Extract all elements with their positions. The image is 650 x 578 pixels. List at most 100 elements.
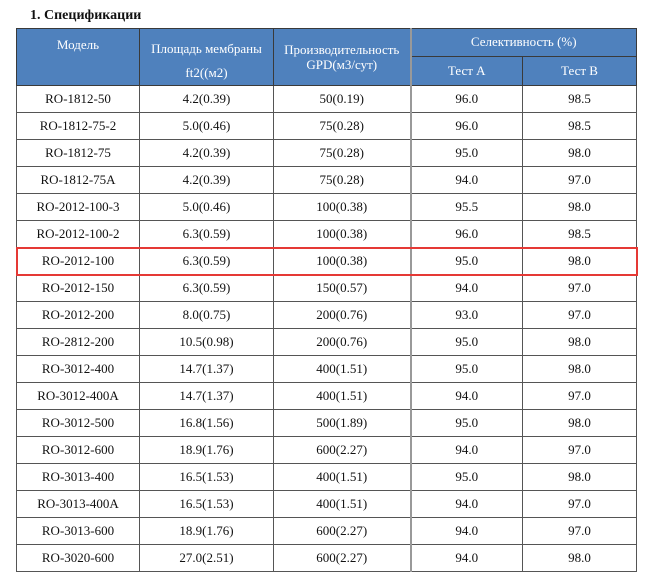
cell-test-a: 94.0 xyxy=(409,274,523,302)
header-flow-unit: GPD(м3/сут) xyxy=(306,57,378,72)
table-row: RO-1812-75A 4.2(0.39) 75(0.28) 94.0 97.0 xyxy=(16,166,637,194)
cell-area: 10.5(0.98) xyxy=(139,328,274,356)
cell-test-b: 97.0 xyxy=(522,517,637,545)
cell-model: RO-2812-200 xyxy=(16,328,140,356)
table-row: RO-1812-50 4.2(0.39) 50(0.19) 96.0 98.5 xyxy=(16,85,637,113)
cell-test-b: 98.0 xyxy=(522,544,637,572)
cell-area: 6.3(0.59) xyxy=(139,220,274,248)
cell-area: 4.2(0.39) xyxy=(139,139,274,167)
cell-test-a: 95.0 xyxy=(409,139,523,167)
cell-test-a: 94.0 xyxy=(409,544,523,572)
table-row: RO-3012-500 16.8(1.56) 500(1.89) 95.0 98.0 xyxy=(16,409,637,437)
cell-model: RO-2012-100 xyxy=(16,247,140,275)
cell-area: 8.0(0.75) xyxy=(139,301,274,329)
cell-model: RO-2012-200 xyxy=(16,301,140,329)
cell-flow: 100(0.38) xyxy=(273,220,411,248)
cell-test-b: 98.0 xyxy=(522,139,637,167)
cell-area: 5.0(0.46) xyxy=(139,112,274,140)
table-row: RO-2012-150 6.3(0.59) 150(0.57) 94.0 97.0 xyxy=(16,274,637,302)
cell-model: RO-3013-400A xyxy=(16,490,140,518)
table-row: RO-2012-100 6.3(0.59) 100(0.38) 95.0 98.0 xyxy=(15,246,638,276)
cell-area: 6.3(0.59) xyxy=(139,247,274,275)
cell-area: 14.7(1.37) xyxy=(139,382,274,410)
specifications-table: Модель Площадь мембраны ft2((м2) Произво… xyxy=(15,28,638,572)
cell-flow: 50(0.19) xyxy=(273,85,411,113)
cell-test-b: 98.0 xyxy=(522,463,637,491)
cell-flow: 500(1.89) xyxy=(273,409,411,437)
table-row: RO-2012-100-2 6.3(0.59) 100(0.38) 96.0 98.5 xyxy=(16,220,637,248)
cell-flow: 400(1.51) xyxy=(273,463,411,491)
cell-test-a: 94.0 xyxy=(409,166,523,194)
cell-test-a: 94.0 xyxy=(409,436,523,464)
cell-flow: 600(2.27) xyxy=(273,544,411,572)
header-area-unit: ft2((м2) xyxy=(185,65,228,80)
header-selectivity: Селективность (%) xyxy=(409,28,637,57)
cell-test-a: 95.0 xyxy=(409,409,523,437)
cell-model: RO-1812-50 xyxy=(16,85,140,113)
section-title: 1. Спецификации xyxy=(30,8,142,23)
cell-flow: 150(0.57) xyxy=(273,274,411,302)
cell-area: 18.9(1.76) xyxy=(139,517,274,545)
cell-test-a: 95.5 xyxy=(409,193,523,221)
table-row: RO-3013-400A 16.5(1.53) 400(1.51) 94.0 97.0 xyxy=(16,490,637,518)
cell-test-b: 97.0 xyxy=(522,166,637,194)
cell-flow: 200(0.76) xyxy=(273,328,411,356)
table-row: RO-3012-600 18.9(1.76) 600(2.27) 94.0 97.0 xyxy=(16,436,637,464)
cell-test-b: 98.0 xyxy=(522,193,637,221)
cell-area: 16.8(1.56) xyxy=(139,409,274,437)
cell-area: 16.5(1.53) xyxy=(139,490,274,518)
cell-flow: 200(0.76) xyxy=(273,301,411,329)
cell-test-a: 93.0 xyxy=(409,301,523,329)
cell-test-a: 95.0 xyxy=(409,463,523,491)
table-row: RO-1812-75 4.2(0.39) 75(0.28) 95.0 98.0 xyxy=(16,139,637,167)
table-row: RO-1812-75-2 5.0(0.46) 75(0.28) 96.0 98.5 xyxy=(16,112,637,140)
cell-model: RO-1812-75A xyxy=(16,166,140,194)
cell-test-a: 96.0 xyxy=(409,112,523,140)
cell-flow: 100(0.38) xyxy=(273,247,411,275)
cell-model: RO-3012-400 xyxy=(16,355,140,383)
cell-model: RO-3013-600 xyxy=(16,517,140,545)
cell-test-a: 95.0 xyxy=(409,328,523,356)
cell-test-b: 98.0 xyxy=(522,355,637,383)
cell-flow: 400(1.51) xyxy=(273,490,411,518)
table-row: RO-3013-400 16.5(1.53) 400(1.51) 95.0 98.0 xyxy=(16,463,637,491)
cell-test-b: 98.0 xyxy=(522,247,637,275)
cell-test-b: 97.0 xyxy=(522,490,637,518)
cell-test-a: 95.0 xyxy=(409,355,523,383)
table-row: RO-2812-200 10.5(0.98) 200(0.76) 95.0 98.0 xyxy=(16,328,637,356)
cell-test-a: 94.0 xyxy=(409,517,523,545)
cell-area: 4.2(0.39) xyxy=(139,166,274,194)
cell-test-b: 98.5 xyxy=(522,85,637,113)
header-area: Площадь мембраны ft2((м2) xyxy=(139,28,274,86)
header-flow-label: Производительность xyxy=(284,42,400,57)
cell-test-a: 96.0 xyxy=(409,85,523,113)
cell-area: 14.7(1.37) xyxy=(139,355,274,383)
cell-model: RO-3012-400A xyxy=(16,382,140,410)
cell-model: RO-3012-600 xyxy=(16,436,140,464)
header-test-b: Тест B xyxy=(522,55,637,87)
cell-flow: 600(2.27) xyxy=(273,517,411,545)
header-flow: Производительность GPD(м3/сут) xyxy=(273,28,411,86)
cell-test-b: 98.0 xyxy=(522,409,637,437)
cell-test-b: 97.0 xyxy=(522,274,637,302)
cell-test-a: 96.0 xyxy=(409,220,523,248)
cell-flow: 400(1.51) xyxy=(273,382,411,410)
cell-model: RO-3012-500 xyxy=(16,409,140,437)
cell-model: RO-2012-150 xyxy=(16,274,140,302)
cell-model: RO-3013-400 xyxy=(16,463,140,491)
table-row: RO-3012-400A 14.7(1.37) 400(1.51) 94.0 97.0 xyxy=(16,382,637,410)
cell-flow: 600(2.27) xyxy=(273,436,411,464)
cell-flow: 75(0.28) xyxy=(273,166,411,194)
cell-area: 18.9(1.76) xyxy=(139,436,274,464)
header-test-a: Тест A xyxy=(409,55,523,87)
cell-model: RO-2012-100-3 xyxy=(16,193,140,221)
cell-area: 4.2(0.39) xyxy=(139,85,274,113)
cell-test-a: 95.0 xyxy=(409,247,523,275)
cell-flow: 75(0.28) xyxy=(273,139,411,167)
cell-model: RO-1812-75 xyxy=(16,139,140,167)
cell-model: RO-1812-75-2 xyxy=(16,112,140,140)
header-model: Модель xyxy=(16,28,140,86)
cell-test-b: 98.5 xyxy=(522,112,637,140)
cell-flow: 100(0.38) xyxy=(273,193,411,221)
cell-area: 5.0(0.46) xyxy=(139,193,274,221)
